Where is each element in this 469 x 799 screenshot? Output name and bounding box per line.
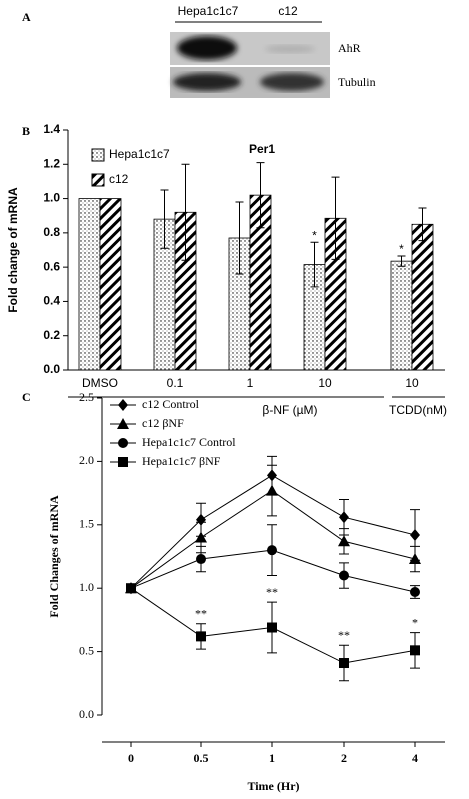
y-tick-label: 0.6 (43, 259, 60, 273)
y-tick-label: 0.2 (43, 328, 60, 342)
x-tick-label: 0 (128, 751, 134, 765)
x-axis-label: Time (Hr) (247, 779, 299, 793)
marker (338, 535, 350, 547)
marker (339, 570, 349, 581)
annotation: * (399, 242, 404, 256)
legend-swatch (91, 148, 105, 162)
y-tick-label: 0.5 (79, 643, 94, 657)
y-tick-label: 1.0 (79, 580, 94, 594)
panel-label: B (22, 124, 30, 138)
y-tick-label: 0.8 (43, 225, 60, 239)
bar (99, 198, 122, 371)
y-tick-label: 0.0 (79, 707, 94, 721)
legend-label: Hepa1c1c7 (109, 147, 170, 161)
blot-band (177, 36, 237, 60)
x-tick-label: 0.5 (194, 751, 209, 765)
marker (118, 457, 128, 467)
legend-label: c12 βNF (142, 416, 184, 430)
marker (266, 484, 278, 496)
blot-band (265, 45, 315, 53)
error-bar (310, 241, 319, 288)
legend-label: Hepa1c1c7 βNF (142, 454, 221, 468)
x-tick-label: DMSO (82, 376, 118, 390)
bar (390, 260, 413, 371)
annotation: ** (195, 606, 207, 620)
bar (78, 198, 101, 371)
y-tick-label: 1.0 (43, 191, 60, 205)
error-bar (181, 163, 190, 261)
y-tick-label: 1.4 (43, 122, 60, 136)
marker (339, 658, 349, 669)
marker (196, 554, 206, 565)
y-axis-label: Fold Changes of mRNA (47, 495, 61, 618)
group-label: β-NF (µM) (262, 403, 317, 417)
x-tick-label: 0.1 (167, 376, 184, 390)
legend-label: Hepa1c1c7 Control (142, 435, 236, 449)
marker (267, 622, 277, 633)
y-tick-label: 1.2 (43, 156, 60, 170)
x-tick-label: 4 (412, 751, 418, 765)
marker (409, 553, 421, 565)
blot-band (260, 73, 324, 91)
marker (410, 587, 420, 598)
x-tick-label: 10 (405, 376, 419, 390)
line (130, 489, 416, 589)
annotation: ** (338, 628, 350, 642)
marker (118, 438, 128, 448)
x-tick-label: 1 (247, 376, 254, 390)
x-tick-label: 2 (341, 751, 347, 765)
marker (410, 528, 420, 541)
annotation: * (312, 228, 317, 242)
marker (117, 418, 129, 429)
lane-label: Hepa1c1c7 (178, 4, 239, 18)
error-bar (235, 201, 244, 275)
chart-title: Per1 (249, 142, 275, 156)
blot-band (173, 73, 241, 91)
annotation: ** (266, 585, 278, 599)
band-label: Tubulin (338, 75, 376, 89)
marker (126, 583, 136, 594)
marker (196, 631, 206, 642)
group-label: TCDD(nM) (389, 403, 447, 417)
marker (267, 545, 277, 556)
marker (410, 645, 420, 656)
x-tick-label: 1 (269, 751, 275, 765)
legend-swatch (91, 173, 105, 187)
error-bar (160, 189, 169, 249)
marker (339, 511, 349, 524)
annotation: * (412, 615, 418, 629)
y-axis-label: Fold change of mRNA (6, 187, 20, 313)
error-bar (331, 176, 340, 260)
y-tick-label: 2.0 (79, 453, 94, 467)
y-tick-label: 1.5 (79, 517, 94, 531)
legend-label: c12 (109, 172, 129, 186)
lane-label: c12 (278, 4, 298, 18)
marker (195, 531, 207, 543)
band-label: AhR (338, 41, 361, 55)
y-tick-label: 2.5 (79, 390, 94, 404)
legend-label: c12 Control (142, 397, 200, 411)
y-tick-label: 0.4 (43, 294, 60, 308)
western-blot: Hepa1c1c7 c12 AhR Tubulin (170, 4, 376, 98)
panel-label: A (22, 10, 31, 24)
y-tick-label: 0.0 (43, 362, 60, 376)
marker (118, 399, 128, 411)
x-tick-label: 10 (318, 376, 332, 390)
error-bar (256, 162, 265, 229)
error-bar (418, 207, 427, 242)
bar (411, 223, 434, 371)
error-bar (397, 255, 406, 267)
panel-label: C (22, 390, 31, 404)
